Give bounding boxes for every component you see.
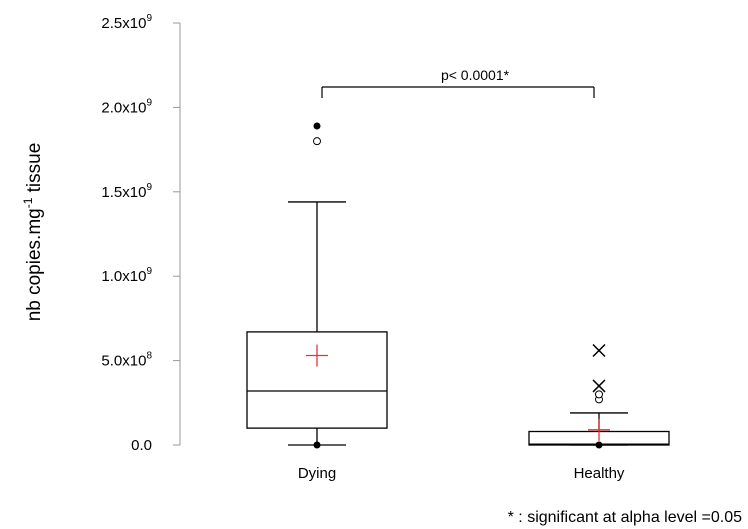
significance-bracket: p< 0.0001* <box>321 67 595 98</box>
category-label-dying: Dying <box>298 465 336 482</box>
boxes-layer <box>246 122 670 449</box>
outlier-star-b <box>592 343 606 358</box>
y-tick-label: 2.0x109 <box>101 97 152 116</box>
y-axis-label-main: nb copies.mg <box>24 208 45 321</box>
y-tick-label: 2.5x109 <box>101 13 152 32</box>
y-tick-label: 5.0x108 <box>101 351 152 370</box>
y-axis: 0.0 5.0x108 1.0x109 1.5x109 2.0x109 2.5x109 <box>101 13 181 454</box>
outlier-star-b <box>592 379 606 393</box>
significance-label: p< 0.0001* <box>441 67 510 83</box>
y-axis-label-tail: tissue <box>24 143 45 198</box>
y-axis-label-sup: -1 <box>21 197 35 208</box>
outlier-circle <box>313 137 321 146</box>
box-healthy <box>528 343 670 449</box>
box-dying <box>246 122 388 449</box>
y-tick-label: 0.0 <box>131 437 152 454</box>
footnote: * : significant at alpha level =0.05 <box>508 509 742 526</box>
max-point <box>313 122 321 130</box>
y-axis-label: nb copies.mg-1 tissue <box>21 143 45 322</box>
outlier-circle <box>595 390 603 399</box>
min-point <box>595 441 603 449</box>
min-point <box>313 441 321 449</box>
y-tick-label: 1.0x109 <box>101 266 152 285</box>
y-tick-label: 1.5x109 <box>101 182 152 201</box>
category-label-healthy: Healthy <box>574 465 625 482</box>
